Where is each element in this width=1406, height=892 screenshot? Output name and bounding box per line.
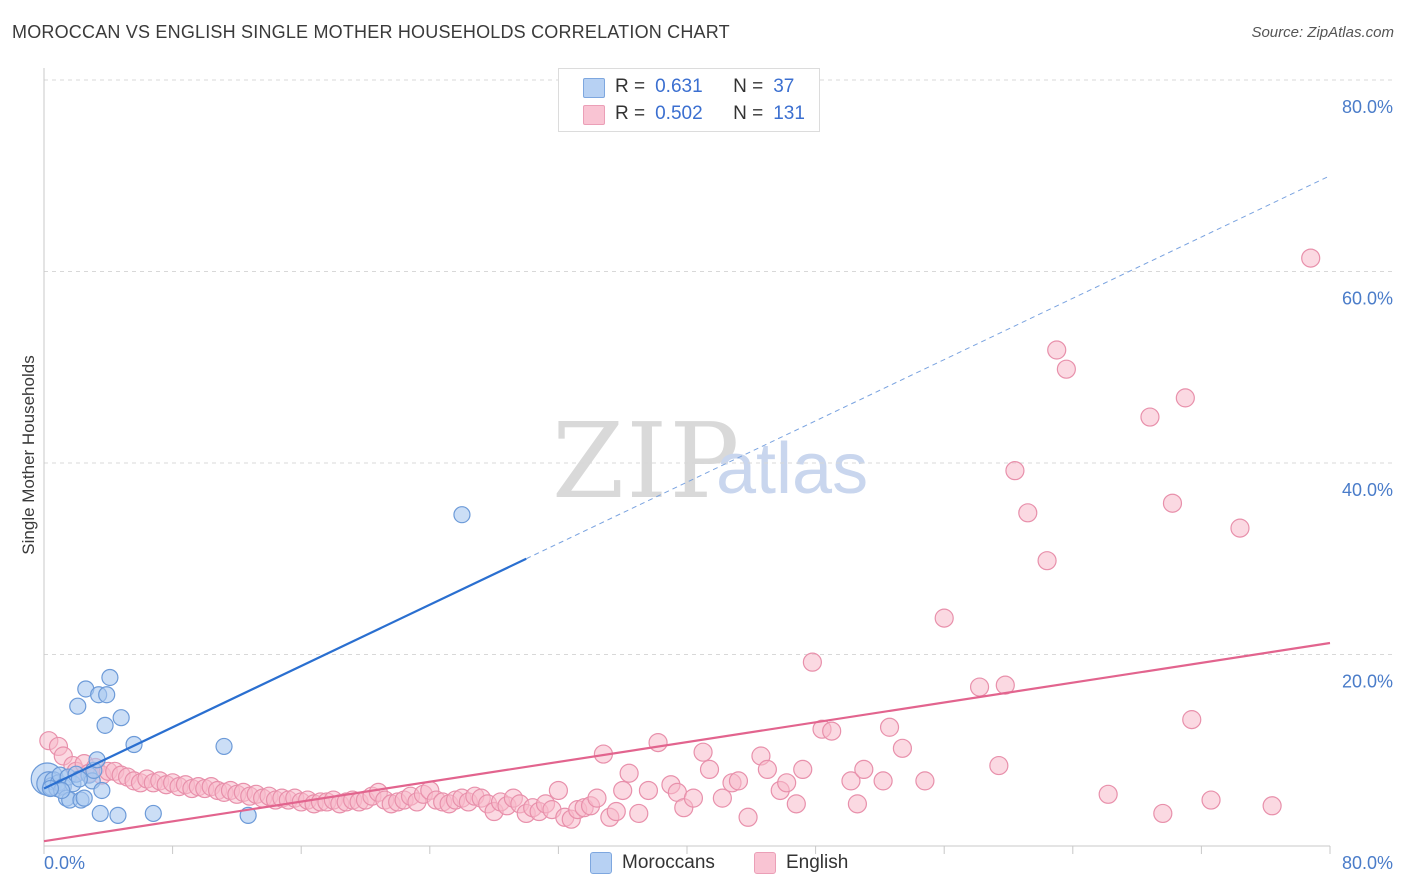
english-point (1037, 551, 1057, 571)
x-tick-label-max: 80.0% (1342, 853, 1393, 873)
watermark-atlas: atlas (716, 429, 869, 509)
english-point (793, 759, 813, 780)
moroccans-legend-label: Moroccans (622, 852, 715, 873)
english-point (613, 780, 633, 801)
moroccans-legend-swatch (590, 852, 612, 874)
english-point (873, 771, 893, 791)
english-r-label: R = (615, 103, 646, 124)
english-point (915, 771, 935, 791)
source-credit: Source: ZipAtlas.com (1251, 24, 1394, 41)
y-tick-label-60: 60.0% (1342, 289, 1393, 309)
english-points (39, 248, 1321, 829)
english-point (1005, 461, 1025, 481)
trend-lines (43, 175, 1331, 843)
english-point (879, 717, 900, 737)
moroccans-trend-extension (526, 175, 1331, 560)
english-point (548, 780, 569, 801)
moroccan-point (215, 737, 233, 756)
english-point (1056, 359, 1076, 379)
english-point (757, 759, 777, 780)
english-point (854, 759, 874, 780)
english-n-value: 131 (773, 103, 805, 124)
english-point (738, 807, 758, 827)
axes (43, 68, 1331, 854)
bottom-legend-english: English (754, 852, 848, 874)
english-n-label: N = (733, 103, 764, 124)
moroccan-points (30, 506, 471, 824)
correlation-legend: R = 0.631 N = 37 R = 0.502 N = 131 (558, 68, 820, 132)
english-point (638, 780, 659, 801)
english-point (1262, 796, 1282, 816)
english-point (1018, 503, 1038, 523)
english-point (1301, 248, 1321, 268)
moroccan-point (75, 789, 93, 807)
moroccans-swatch (583, 78, 605, 98)
moroccans-n-label: N = (733, 76, 764, 97)
moroccans-n-value: 37 (773, 76, 795, 97)
english-point (847, 794, 867, 814)
english-point (683, 788, 704, 808)
english-trend-line (43, 641, 1331, 843)
english-point (841, 771, 861, 791)
english-point (699, 759, 720, 780)
english-point (1153, 803, 1173, 824)
moroccan-point (69, 697, 87, 715)
english-point (934, 608, 954, 628)
moroccan-point (98, 686, 116, 704)
english-point (1162, 493, 1183, 513)
english-point (1098, 784, 1118, 804)
tick-labels: 20.0% 40.0% 60.0% 80.0% 0.0% 80.0% (44, 97, 1393, 873)
english-point (1182, 710, 1202, 730)
y-tick-label-40: 40.0% (1342, 480, 1393, 500)
moroccan-point (91, 804, 109, 823)
english-point (728, 771, 749, 791)
moroccans-trend-line (43, 557, 527, 790)
english-point (777, 773, 797, 793)
english-point (619, 763, 639, 783)
english-point (1230, 518, 1250, 538)
english-point (1140, 407, 1160, 427)
english-point (648, 732, 668, 753)
english-point (1201, 790, 1221, 810)
english-point (969, 677, 990, 697)
moroccans-r-value: 0.631 (655, 76, 703, 97)
english-point (629, 803, 649, 824)
y-tick-label-80: 80.0% (1342, 97, 1393, 117)
moroccan-point (109, 806, 127, 824)
moroccan-point (144, 804, 162, 823)
bottom-legend-moroccans: Moroccans (590, 852, 715, 874)
moroccan-point (453, 506, 471, 524)
english-swatch (583, 105, 605, 125)
moroccan-point (101, 668, 119, 687)
english-point (989, 755, 1009, 776)
english-r-value: 0.502 (655, 103, 703, 124)
english-point (1175, 388, 1195, 408)
x-tick-label-min: 0.0% (44, 853, 85, 873)
english-legend-swatch (754, 852, 776, 874)
english-point (587, 788, 607, 808)
legend-row-english: R = 0.502 N = 131 (583, 102, 805, 126)
english-point (892, 738, 913, 758)
english-point (606, 801, 626, 822)
watermark-zip: ZIP (552, 400, 742, 522)
english-legend-label: English (786, 852, 849, 873)
english-point (802, 652, 822, 672)
legend-row-moroccans: R = 0.631 N = 37 (583, 75, 795, 99)
english-point (693, 742, 713, 762)
english-point (786, 794, 806, 814)
english-point (1047, 340, 1067, 360)
y-tick-label-20: 20.0% (1342, 672, 1393, 692)
gridlines (44, 79, 1395, 655)
moroccan-point (93, 781, 111, 800)
moroccans-r-label: R = (615, 76, 646, 97)
moroccan-point (96, 716, 114, 734)
english-point (712, 788, 732, 808)
chart-title: MOROCCAN VS ENGLISH SINGLE MOTHER HOUSEH… (12, 22, 730, 42)
moroccan-point (112, 709, 130, 727)
english-point (822, 721, 842, 741)
